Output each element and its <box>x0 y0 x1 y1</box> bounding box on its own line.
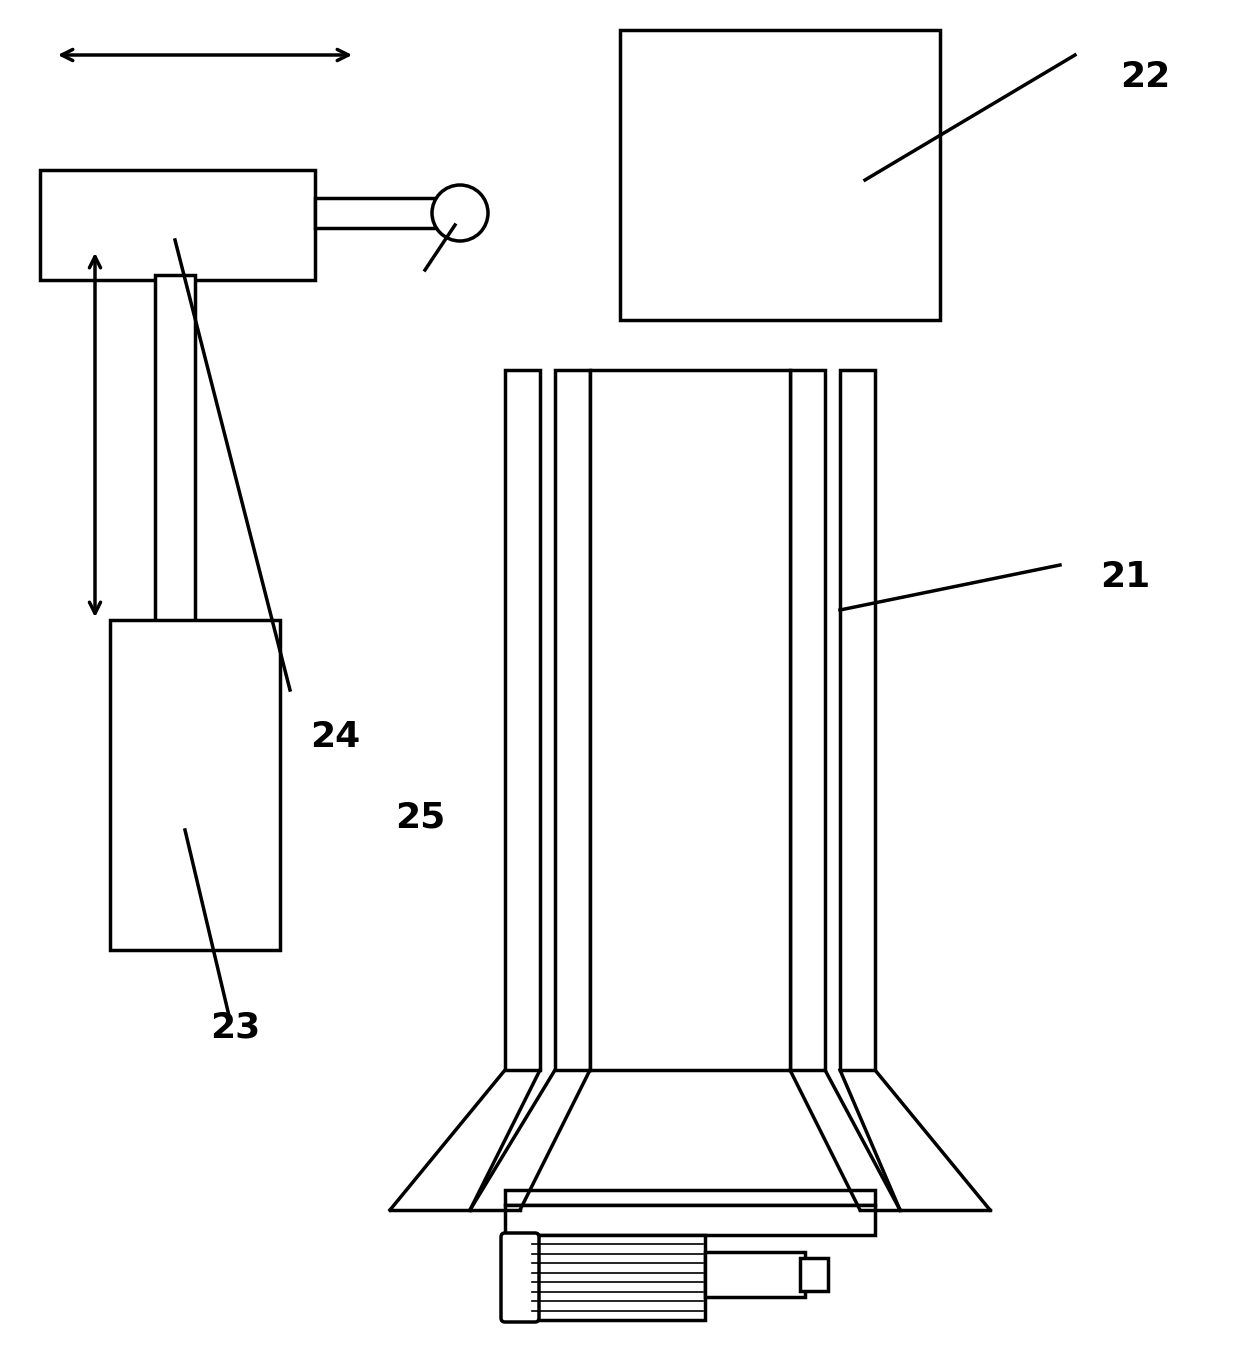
Text: 24: 24 <box>310 720 361 754</box>
Text: 25: 25 <box>396 799 445 834</box>
Bar <box>529 1235 706 1320</box>
Text: 23: 23 <box>210 1010 260 1043</box>
Bar <box>706 1252 805 1297</box>
Bar <box>40 170 315 280</box>
Bar <box>315 198 435 228</box>
Bar <box>800 1258 828 1291</box>
FancyBboxPatch shape <box>501 1233 539 1322</box>
Bar <box>505 369 539 1070</box>
Bar <box>505 1190 875 1205</box>
Text: 22: 22 <box>1120 61 1171 94</box>
Text: 21: 21 <box>1100 559 1151 594</box>
Circle shape <box>432 185 489 241</box>
Bar <box>505 1205 875 1235</box>
Bar <box>620 30 940 319</box>
Bar <box>790 369 825 1070</box>
Bar <box>556 369 590 1070</box>
Bar <box>110 620 280 950</box>
Bar <box>155 275 195 625</box>
Bar <box>839 369 875 1070</box>
Bar <box>590 369 790 1070</box>
